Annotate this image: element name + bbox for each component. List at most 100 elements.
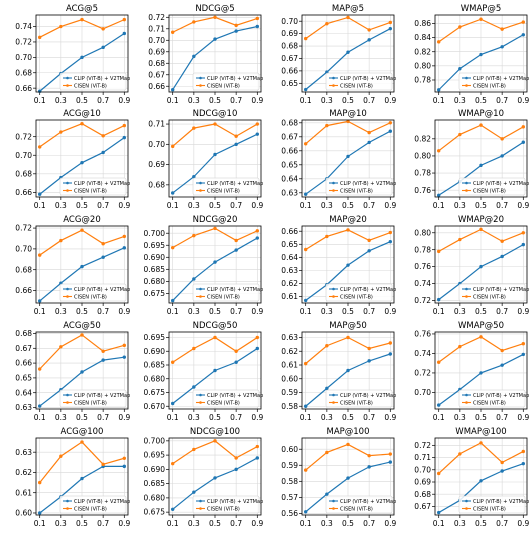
legend-marker [66,84,69,87]
plot-frame [35,119,129,198]
legend-marker [66,401,69,404]
subplot-title: WMAP@100 [455,427,506,437]
plot-frame [35,14,129,93]
y-tick-label: 0.66 [15,286,32,295]
data-point [171,88,175,92]
legend-label: CISEN (ViT-B) [340,401,373,407]
data-point [521,449,525,454]
data-point [80,440,84,444]
data-point [234,360,238,364]
x-tick-label: 0.7 [363,307,375,316]
data-point [213,15,217,19]
data-point [38,480,42,485]
data-point [388,341,392,345]
legend-marker [199,295,202,298]
data-point [304,361,308,366]
x-tick-label: 0.9 [517,519,529,528]
data-point [479,227,483,232]
x-tick-label: 0.1 [433,307,445,316]
subplot-title: WMAP@50 [458,321,504,331]
y-tick-label: 0.63 [281,188,298,197]
subplot-title: MAP@100 [327,427,370,437]
legend-box [59,283,127,302]
y-tick-label: 0.675 [144,289,166,298]
y-tick-label: 0.680 [144,277,166,286]
data-point [171,401,175,406]
data-point [304,192,308,196]
legend-label: CISEN (ViT-B) [473,189,506,195]
plot-frame [434,119,528,198]
legend-marker [199,401,202,404]
data-point [101,134,105,138]
data-point [500,460,504,465]
data-point [213,439,217,443]
legend-label: CISEN (ViT-B) [473,401,506,407]
legend-box [325,177,393,196]
subplot-title: NDCG@100 [190,427,240,437]
data-point [234,134,238,138]
data-point [367,249,371,253]
y-tick-label: 0.72 [414,369,431,378]
plot-frame [301,14,395,93]
plot-frame [168,225,262,304]
subplot-wmap-at-100: WMAP@100 0.1 0.3 0.5 0.7 0.9 0.67 0.68 0.69 0.70 0… [414,427,529,528]
y-tick-label: 0.685 [144,265,166,274]
data-point [304,510,308,514]
data-point [458,66,462,71]
data-point [255,229,259,233]
y-tick-label: 0.58 [281,477,298,486]
plot-frame [35,437,129,516]
data-point [122,456,126,460]
legend: CLIP (ViT-B) + V2TMap CISEN (ViT-B) [325,389,396,408]
data-point [304,87,308,92]
legend-marker [199,189,202,192]
data-point [122,123,126,128]
data-point [346,119,350,124]
data-point [521,125,525,129]
y-tick-label: 0.71 [148,24,165,33]
x-tick-label: 0.7 [496,413,508,422]
x-tick-label: 0.1 [300,201,312,210]
y-tick-label: 0.68 [414,490,431,499]
y-tick-label: 0.60 [281,445,298,454]
x-tick-label: 0.5 [76,96,88,105]
legend-marker [66,189,69,192]
plot-frame [168,119,262,198]
y-tick-label: 0.675 [144,388,166,397]
plot-frame [35,225,129,304]
x-tick-label: 0.7 [363,519,375,528]
y-tick-label: 0.68 [281,118,298,127]
data-point [122,234,126,239]
y-tick-label: 0.74 [414,349,431,358]
x-tick-label: 0.3 [188,307,200,316]
x-tick-label: 0.3 [321,413,333,422]
data-point [171,298,175,303]
y-tick-label: 0.695 [144,451,166,460]
plot-frame [168,331,262,410]
legend-label: CLIP (ViT-B) + V2TMap [473,393,529,399]
x-tick-label: 0.3 [55,96,67,105]
x-tick-label: 0.7 [496,201,508,210]
legend-label: CISEN (ViT-B) [74,295,107,301]
data-point [500,254,504,259]
y-tick-label: 0.72 [15,132,32,141]
data-point [192,385,196,389]
x-tick-label: 0.1 [167,413,179,422]
legend-marker [332,181,335,185]
data-point [521,341,525,346]
data-point [325,492,329,496]
legend-marker [465,401,468,404]
legend-marker [199,507,202,510]
data-point [367,465,371,469]
data-point [479,479,483,483]
y-tick-label: 0.76 [414,262,431,271]
legend-box [458,283,526,302]
data-point [521,140,525,144]
data-point [192,447,196,452]
data-point [59,24,63,29]
subplot-ndcg-at-20: NDCG@20 0.1 0.3 0.5 0.7 0.9 0.675 0.680 0.685 0.6… [144,215,264,316]
data-point [325,21,329,26]
legend: CLIP (ViT-B) + V2TMap CISEN (ViT-B) [192,283,263,302]
data-point [255,236,259,240]
data-point [38,192,42,196]
